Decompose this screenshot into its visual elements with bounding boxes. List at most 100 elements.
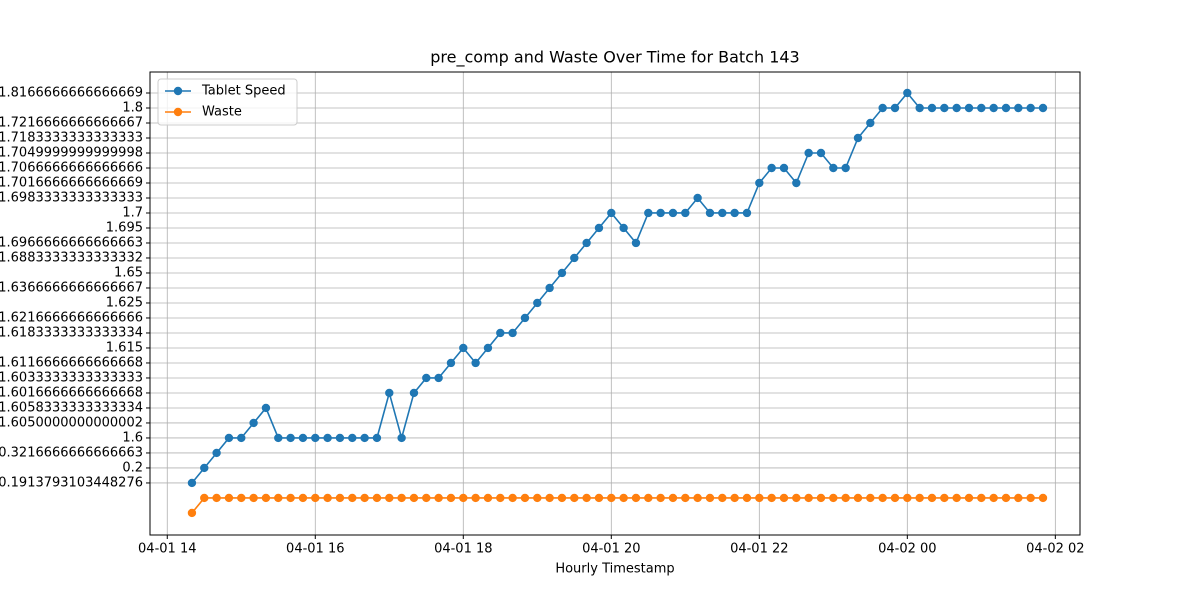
y-tick-label: 1.7049999999999998 bbox=[0, 145, 143, 160]
point bbox=[557, 268, 567, 278]
y-tick-label: 1.6983333333333333 bbox=[0, 190, 143, 205]
series-line bbox=[191, 497, 1043, 514]
point bbox=[200, 463, 209, 473]
x-tick-label: 04-02 00 bbox=[878, 542, 936, 557]
point bbox=[434, 373, 443, 383]
point bbox=[878, 103, 887, 113]
point bbox=[631, 493, 641, 503]
y-tick-label: 1.6016666666666668 bbox=[0, 385, 143, 400]
chart-title: pre_comp and Waste Over Time for Batch 1… bbox=[430, 48, 799, 68]
point bbox=[274, 433, 283, 443]
point bbox=[656, 493, 665, 503]
point bbox=[496, 328, 505, 338]
point bbox=[841, 163, 850, 173]
point bbox=[323, 493, 332, 503]
point bbox=[977, 103, 986, 113]
point bbox=[619, 493, 628, 503]
point bbox=[903, 88, 912, 98]
point bbox=[582, 493, 591, 503]
point bbox=[681, 493, 690, 503]
point bbox=[187, 508, 197, 518]
point bbox=[409, 493, 419, 503]
point bbox=[557, 493, 567, 503]
y-tick-label: 1.6058333333333334 bbox=[0, 400, 143, 415]
series-line bbox=[191, 91, 1043, 484]
point bbox=[385, 493, 394, 503]
y-tick-label: 1.8 bbox=[122, 100, 143, 115]
y-tick-label: 1.6033333333333333 bbox=[0, 370, 143, 385]
legend-box bbox=[157, 78, 298, 126]
point bbox=[545, 493, 554, 503]
point bbox=[656, 208, 665, 218]
point bbox=[224, 493, 234, 503]
point bbox=[360, 493, 369, 503]
point bbox=[952, 493, 961, 503]
point bbox=[237, 433, 246, 443]
point bbox=[483, 343, 493, 353]
y-tick-label: 1.6216666666666666 bbox=[0, 310, 143, 325]
point bbox=[335, 433, 345, 443]
point bbox=[422, 493, 431, 503]
point bbox=[705, 493, 715, 503]
point bbox=[249, 493, 258, 503]
point bbox=[607, 493, 616, 503]
point bbox=[767, 163, 776, 173]
point bbox=[212, 448, 221, 458]
point bbox=[681, 208, 690, 218]
point bbox=[607, 208, 616, 218]
x-tick-label: 04-01 22 bbox=[730, 542, 788, 557]
y-tick-label: 0.1913793103448276 bbox=[0, 475, 143, 490]
point bbox=[829, 163, 838, 173]
point bbox=[693, 193, 702, 203]
point bbox=[200, 493, 209, 503]
point bbox=[915, 103, 924, 113]
point bbox=[360, 433, 369, 443]
point bbox=[409, 388, 419, 398]
point bbox=[816, 493, 826, 503]
point bbox=[286, 433, 295, 443]
point bbox=[742, 208, 752, 218]
x-tick-label: 04-01 14 bbox=[138, 542, 196, 557]
point bbox=[730, 208, 739, 218]
point bbox=[841, 493, 850, 503]
point bbox=[446, 493, 456, 503]
point bbox=[533, 298, 542, 308]
x-tick-label: 04-01 16 bbox=[286, 542, 344, 557]
point bbox=[261, 403, 271, 413]
point bbox=[434, 493, 443, 503]
point bbox=[397, 493, 406, 503]
x-tick-label: 04-02 02 bbox=[1026, 542, 1084, 557]
point bbox=[446, 358, 456, 368]
point bbox=[372, 433, 382, 443]
point bbox=[508, 328, 517, 338]
point bbox=[286, 493, 295, 503]
point bbox=[1038, 103, 1048, 113]
point bbox=[989, 103, 998, 113]
point bbox=[1026, 103, 1035, 113]
point bbox=[619, 223, 628, 233]
point bbox=[1014, 103, 1023, 113]
point bbox=[311, 433, 320, 443]
point bbox=[372, 493, 382, 503]
point bbox=[829, 493, 838, 503]
point bbox=[866, 493, 875, 503]
point bbox=[668, 493, 678, 503]
point bbox=[187, 478, 197, 488]
point bbox=[779, 493, 789, 503]
point bbox=[952, 103, 961, 113]
y-tick-label: 0.3216666666666663 bbox=[0, 445, 143, 460]
point bbox=[237, 493, 246, 503]
y-tick-label: 1.6366666666666667 bbox=[0, 280, 143, 295]
legend-label: Tablet Speed bbox=[201, 84, 286, 99]
point bbox=[940, 493, 949, 503]
point bbox=[705, 208, 715, 218]
point bbox=[459, 343, 468, 353]
point bbox=[422, 373, 431, 383]
y-tick-label: 1.625 bbox=[106, 295, 143, 310]
point bbox=[915, 493, 924, 503]
y-tick-label: 1.6183333333333334 bbox=[0, 325, 143, 340]
point bbox=[853, 493, 863, 503]
point bbox=[804, 493, 813, 503]
legend-marker bbox=[173, 107, 183, 117]
point bbox=[483, 493, 493, 503]
